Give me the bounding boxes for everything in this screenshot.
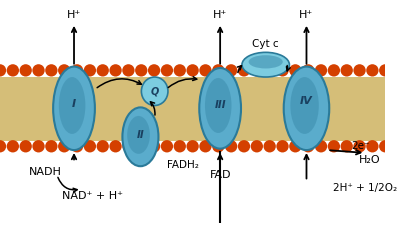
Circle shape bbox=[288, 64, 301, 76]
Text: Q: Q bbox=[150, 86, 158, 96]
Text: Cyt c: Cyt c bbox=[252, 39, 278, 49]
Text: FAD: FAD bbox=[209, 170, 230, 180]
Circle shape bbox=[96, 140, 109, 153]
Text: 2H⁺ + 1/2O₂: 2H⁺ + 1/2O₂ bbox=[332, 183, 396, 193]
Circle shape bbox=[378, 140, 390, 153]
Circle shape bbox=[96, 64, 109, 76]
Text: H₂O: H₂O bbox=[358, 155, 380, 165]
Circle shape bbox=[58, 140, 70, 153]
Circle shape bbox=[147, 140, 160, 153]
Circle shape bbox=[71, 64, 83, 76]
Circle shape bbox=[378, 64, 390, 76]
Circle shape bbox=[352, 64, 365, 76]
Circle shape bbox=[71, 140, 83, 153]
Circle shape bbox=[32, 140, 45, 153]
Circle shape bbox=[58, 64, 70, 76]
Circle shape bbox=[45, 140, 58, 153]
Circle shape bbox=[212, 140, 224, 153]
Circle shape bbox=[19, 64, 32, 76]
Circle shape bbox=[83, 140, 96, 153]
Text: III: III bbox=[214, 100, 226, 109]
Text: 2e⁻: 2e⁻ bbox=[350, 141, 369, 151]
Circle shape bbox=[122, 140, 134, 153]
Circle shape bbox=[288, 140, 301, 153]
Text: I: I bbox=[72, 99, 76, 109]
Circle shape bbox=[0, 140, 6, 153]
Circle shape bbox=[237, 64, 249, 76]
Circle shape bbox=[83, 64, 96, 76]
Circle shape bbox=[365, 140, 377, 153]
Text: IV: IV bbox=[299, 96, 312, 106]
Circle shape bbox=[237, 140, 249, 153]
Ellipse shape bbox=[53, 67, 95, 150]
Circle shape bbox=[186, 140, 198, 153]
Circle shape bbox=[6, 140, 19, 153]
Ellipse shape bbox=[141, 77, 168, 106]
Ellipse shape bbox=[199, 68, 241, 149]
Text: H⁺: H⁺ bbox=[298, 10, 313, 20]
Circle shape bbox=[301, 64, 313, 76]
Circle shape bbox=[352, 140, 365, 153]
Circle shape bbox=[224, 64, 237, 76]
Text: H⁺: H⁺ bbox=[67, 10, 81, 20]
Circle shape bbox=[109, 140, 122, 153]
Circle shape bbox=[365, 64, 377, 76]
Circle shape bbox=[45, 64, 58, 76]
Circle shape bbox=[6, 64, 19, 76]
Ellipse shape bbox=[248, 55, 282, 68]
Circle shape bbox=[250, 140, 262, 153]
Circle shape bbox=[186, 64, 198, 76]
Circle shape bbox=[19, 140, 32, 153]
Circle shape bbox=[160, 140, 173, 153]
Circle shape bbox=[160, 64, 173, 76]
Circle shape bbox=[314, 140, 326, 153]
Circle shape bbox=[173, 140, 185, 153]
Circle shape bbox=[276, 140, 288, 153]
Ellipse shape bbox=[283, 67, 328, 150]
Text: H⁺: H⁺ bbox=[213, 10, 227, 20]
Circle shape bbox=[327, 140, 339, 153]
Text: II: II bbox=[136, 130, 144, 140]
Circle shape bbox=[199, 64, 211, 76]
Ellipse shape bbox=[122, 107, 158, 166]
Circle shape bbox=[340, 64, 352, 76]
Circle shape bbox=[340, 140, 352, 153]
Circle shape bbox=[301, 140, 313, 153]
Ellipse shape bbox=[241, 52, 289, 77]
Circle shape bbox=[135, 64, 147, 76]
Circle shape bbox=[224, 140, 237, 153]
Circle shape bbox=[135, 140, 147, 153]
Ellipse shape bbox=[205, 78, 231, 133]
Circle shape bbox=[122, 64, 134, 76]
Ellipse shape bbox=[290, 77, 318, 134]
Circle shape bbox=[147, 64, 160, 76]
Circle shape bbox=[314, 64, 326, 76]
Ellipse shape bbox=[59, 77, 85, 134]
Ellipse shape bbox=[127, 116, 149, 154]
Circle shape bbox=[263, 64, 275, 76]
Circle shape bbox=[327, 64, 339, 76]
Circle shape bbox=[250, 64, 262, 76]
Circle shape bbox=[212, 64, 224, 76]
Circle shape bbox=[199, 140, 211, 153]
Circle shape bbox=[173, 64, 185, 76]
Circle shape bbox=[263, 140, 275, 153]
Bar bbox=[0, 77, 384, 141]
Text: FADH₂: FADH₂ bbox=[166, 160, 198, 170]
Circle shape bbox=[109, 64, 122, 76]
Circle shape bbox=[276, 64, 288, 76]
Text: NAD⁺ + H⁺: NAD⁺ + H⁺ bbox=[62, 191, 123, 201]
Circle shape bbox=[32, 64, 45, 76]
Circle shape bbox=[0, 64, 6, 76]
Text: NADH: NADH bbox=[29, 167, 62, 177]
